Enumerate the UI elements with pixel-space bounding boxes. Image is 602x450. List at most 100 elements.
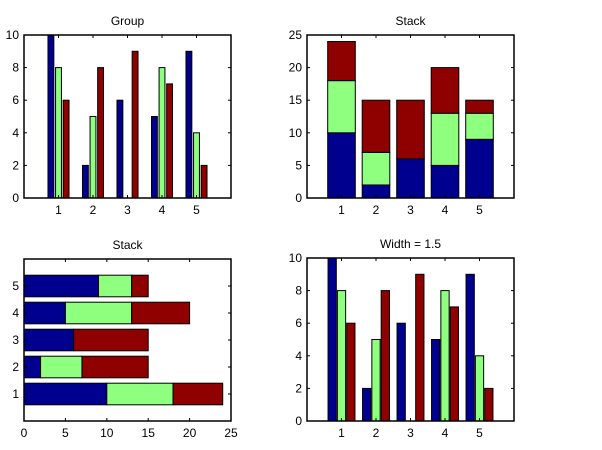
bar-series3-cat1 xyxy=(172,382,224,406)
y-tick-label: 4 xyxy=(295,349,302,363)
y-tick-label: 4 xyxy=(12,306,19,320)
bar-series3-cat5 xyxy=(465,99,494,114)
x-tick-label: 3 xyxy=(124,203,131,217)
bar-series1-cat1 xyxy=(327,132,356,199)
y-tick-label: 2 xyxy=(12,360,19,374)
chart-title: Stack xyxy=(395,14,426,28)
bar-series1-cat5 xyxy=(465,273,475,422)
y-tick-label: 10 xyxy=(289,126,303,140)
bar-series3-cat4 xyxy=(449,306,459,422)
y-tick-label: 8 xyxy=(295,284,302,298)
bar-series1-cat4 xyxy=(150,116,158,199)
bar-series3-cat2 xyxy=(361,99,391,153)
y-tick-label: 15 xyxy=(289,93,303,107)
bar-series1-cat3 xyxy=(396,158,425,199)
x-tick-label: 20 xyxy=(183,426,197,440)
bar-series3-cat2 xyxy=(97,67,105,199)
y-tick-label: 10 xyxy=(289,251,303,265)
bar-series2-cat1 xyxy=(55,67,62,199)
bar-series3-cat3 xyxy=(73,328,149,352)
bar-series3-cat4 xyxy=(430,67,460,114)
chart-title: Group xyxy=(111,14,145,28)
subplot-3: 0 5 10 15 20 25 1 2 3 4 5 Stack xyxy=(12,238,238,440)
bars xyxy=(47,34,208,199)
chart-title: Width = 1.5 xyxy=(380,237,441,251)
x-tick-label: 25 xyxy=(224,426,238,440)
bar-series3-cat1 xyxy=(327,41,356,82)
bar-series2-cat5 xyxy=(474,355,485,422)
axes-background xyxy=(24,35,231,198)
x-tick-label: 5 xyxy=(476,426,483,440)
bar-series2-cat2 xyxy=(40,355,83,379)
y-tick-label: 0 xyxy=(295,414,302,428)
bar-series2-cat4 xyxy=(158,67,166,199)
bar-series3-cat1 xyxy=(346,322,356,422)
x-tick-label: 10 xyxy=(100,426,114,440)
bar-series1-cat5 xyxy=(185,50,193,199)
bar-series1-cat1 xyxy=(327,257,337,422)
y-tick-label: 1 xyxy=(12,387,19,401)
bar-series3-cat5 xyxy=(200,164,208,199)
x-tick-label: 1 xyxy=(338,203,345,217)
bars xyxy=(327,41,494,199)
bar-series1-cat3 xyxy=(116,99,124,199)
bar-series3-cat2 xyxy=(380,290,390,422)
y-tick-label: 0 xyxy=(295,191,302,205)
subplot-1: 1 2 3 4 5 0 2 4 6 8 10 Group xyxy=(6,14,232,217)
bar-series1-cat3 xyxy=(23,328,75,352)
bar-series2-cat1 xyxy=(336,290,347,422)
y-tick-label: 0 xyxy=(12,191,19,205)
bar-series1-cat4 xyxy=(431,339,441,422)
bar-series2-cat1 xyxy=(106,382,174,406)
y-tick-label: 10 xyxy=(6,28,20,42)
subplot-4: 1 2 3 4 5 0 2 4 6 8 10 Width = 1.5 xyxy=(289,237,515,440)
bar-series2-cat5 xyxy=(193,132,200,199)
y-tick-label: 20 xyxy=(289,61,303,75)
bar-series1-cat4 xyxy=(430,164,460,199)
x-tick-label: 3 xyxy=(407,203,414,217)
bar-series1-cat2 xyxy=(362,387,372,422)
x-tick-label: 3 xyxy=(407,426,414,440)
bar-series2-cat2 xyxy=(371,339,381,422)
bar-series1-cat1 xyxy=(47,34,55,199)
bar-series3-cat5 xyxy=(131,274,149,298)
bar-series2-cat5 xyxy=(98,274,133,298)
y-tick-label: 2 xyxy=(295,381,302,395)
bar-series2-cat4 xyxy=(440,290,450,422)
bar-series3-cat5 xyxy=(484,387,494,422)
bar-series1-cat4 xyxy=(23,301,66,325)
x-tick-label: 2 xyxy=(373,426,380,440)
bar-series3-cat3 xyxy=(131,50,139,199)
bar-series2-cat2 xyxy=(361,151,391,186)
chart-title: Stack xyxy=(112,238,143,252)
bar-series2-cat2 xyxy=(89,116,97,199)
bar-series1-cat1 xyxy=(23,382,108,406)
bar-series3-cat4 xyxy=(131,301,191,325)
bar-series2-cat4 xyxy=(430,112,460,166)
bar-series3-cat3 xyxy=(396,99,425,160)
y-tick-label: 2 xyxy=(12,158,19,172)
bar-series1-cat5 xyxy=(23,274,100,298)
y-tick-label: 6 xyxy=(12,93,19,107)
y-tick-label: 8 xyxy=(12,61,19,75)
x-tick-label: 2 xyxy=(373,203,380,217)
x-tick-label: 1 xyxy=(55,203,62,217)
x-tick-label: 4 xyxy=(159,203,166,217)
bar-series1-cat3 xyxy=(396,322,406,422)
bar-series3-cat1 xyxy=(62,99,70,199)
bar-series2-cat1 xyxy=(327,80,356,134)
x-tick-label: 15 xyxy=(142,426,156,440)
bar-series3-cat3 xyxy=(415,273,425,422)
bar-series2-cat5 xyxy=(465,112,494,140)
y-tick-label: 6 xyxy=(295,316,302,330)
y-tick-label: 3 xyxy=(12,333,19,347)
x-tick-label: 4 xyxy=(442,426,449,440)
x-tick-label: 4 xyxy=(442,203,449,217)
x-tick-label: 5 xyxy=(193,203,200,217)
bar-series3-cat4 xyxy=(166,83,174,199)
y-tick-label: 4 xyxy=(12,126,19,140)
y-tick-label: 25 xyxy=(289,28,303,42)
y-tick-label: 5 xyxy=(12,279,19,293)
bar-series1-cat5 xyxy=(465,138,494,199)
x-tick-label: 5 xyxy=(62,426,69,440)
